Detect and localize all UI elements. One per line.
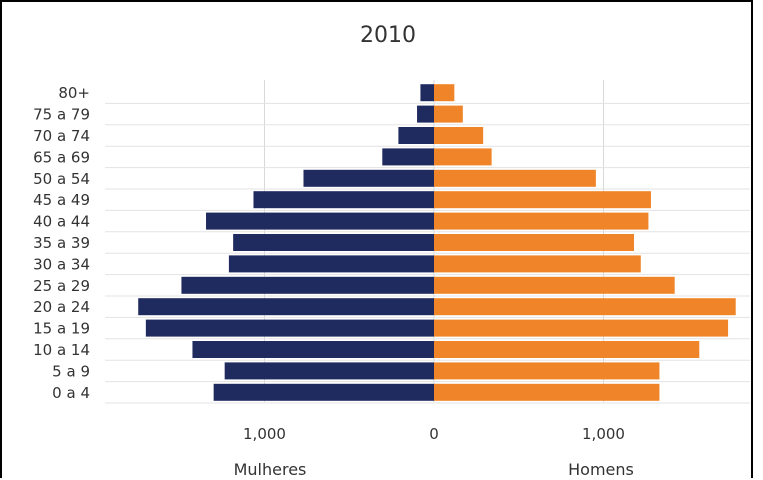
bar-homens <box>434 191 651 209</box>
bar-homens <box>434 362 660 380</box>
bar-mulheres <box>138 298 434 316</box>
category-labels: 80+ 75 a 79 70 a 74 65 a 69 50 a 54 45 a 49 40… <box>33 84 90 402</box>
category-label: 70 a 74 <box>33 127 90 145</box>
category-label: 15 a 19 <box>33 320 90 338</box>
bar-mulheres <box>420 84 434 102</box>
category-label: 30 a 34 <box>33 255 90 273</box>
bar-mulheres <box>224 362 434 380</box>
x-tick-label: 1,000 <box>243 425 286 443</box>
bar-homens <box>434 383 660 401</box>
bar-homens <box>434 105 463 123</box>
category-label: 45 a 49 <box>33 191 90 209</box>
bar-homens <box>434 276 675 294</box>
series-mulheres <box>138 84 434 401</box>
bar-mulheres <box>398 127 434 144</box>
category-label: 0 a 4 <box>52 384 90 402</box>
category-label: 10 a 14 <box>33 341 90 359</box>
category-label: 75 a 79 <box>33 106 90 124</box>
category-label: 40 a 44 <box>33 213 90 231</box>
bar-mulheres <box>303 169 434 187</box>
bar-mulheres <box>213 383 434 401</box>
bar-mulheres <box>253 191 434 209</box>
bar-mulheres <box>181 276 434 294</box>
chart-title: 2010 <box>360 23 416 48</box>
bar-homens <box>434 127 484 144</box>
x-tick-label: 1,000 <box>582 425 625 443</box>
bar-homens <box>434 341 700 358</box>
bar-homens <box>434 169 596 187</box>
bar-homens <box>434 255 641 273</box>
x-axis-ticks: 1,000 0 1,000 <box>243 425 625 443</box>
bar-mulheres <box>192 341 434 358</box>
x-axis-label-left: Mulheres <box>234 460 307 479</box>
bar-mulheres <box>228 255 434 273</box>
bar-mulheres <box>206 212 434 230</box>
bar-mulheres <box>417 105 434 123</box>
bar-mulheres <box>145 319 434 337</box>
category-label: 35 a 39 <box>33 234 90 252</box>
bar-homens <box>434 84 455 102</box>
bar-homens <box>434 319 729 337</box>
bar-mulheres <box>382 148 434 166</box>
category-label: 50 a 54 <box>33 170 90 188</box>
bar-homens <box>434 212 649 230</box>
bar-homens <box>434 148 492 166</box>
x-tick-label: 0 <box>429 425 439 443</box>
category-label: 5 a 9 <box>52 362 90 380</box>
category-label: 20 a 24 <box>33 298 90 316</box>
category-label: 25 a 29 <box>33 277 90 295</box>
bar-homens <box>434 234 635 251</box>
x-axis-label-right: Homens <box>568 460 634 479</box>
grid-lines <box>105 80 750 404</box>
series-homens <box>434 84 736 401</box>
category-label: 80+ <box>58 84 90 102</box>
bar-mulheres <box>233 234 434 251</box>
category-label: 65 a 69 <box>33 148 90 166</box>
bar-homens <box>434 298 736 316</box>
